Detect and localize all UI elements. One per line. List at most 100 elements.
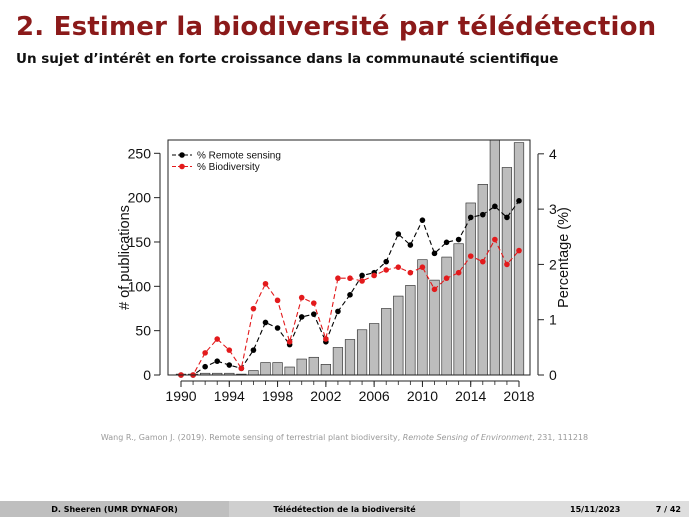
bar-2001	[308, 356, 319, 376]
series-0-point-2010	[419, 217, 426, 223]
citation: Wang R., Gamon J. (2019). Remote sensing…	[0, 433, 689, 442]
slide-subtitle: Un sujet d’intérêt en forte croissance d…	[16, 51, 559, 67]
bar-2016	[489, 139, 500, 376]
series-0-point-1994	[226, 362, 233, 368]
series-0-point-2001	[310, 311, 317, 317]
series-1-point-1996	[250, 305, 257, 312]
bar-2010	[417, 259, 428, 376]
series-1-point-2017	[504, 261, 510, 268]
series-1-point-2008	[395, 264, 402, 270]
legend-marker-0	[179, 152, 185, 158]
legend-marker-1	[179, 163, 185, 170]
series-0-point-2005	[359, 272, 365, 279]
chart-axes: 0 50 100 150 200 250 # of publications 0 1 2 3 4 Per…	[117, 139, 572, 404]
series-1-point-2005	[359, 278, 365, 284]
series-1-point-1993	[214, 336, 221, 342]
slide-title: 2. Estimer la biodiversité par télédétec…	[16, 12, 657, 42]
y2-tick-label-3: 3	[549, 201, 557, 217]
series-1-point-2016	[492, 236, 498, 243]
citation-journal: Remote Sensing of Environment	[402, 433, 533, 442]
y2-tick-label-1: 1	[549, 312, 557, 328]
x-tick-label-2: 1998	[262, 388, 293, 404]
series-0-point-1997	[262, 319, 269, 326]
y2-tick-label-0: 0	[549, 367, 557, 383]
series-1-point-2010	[419, 264, 426, 270]
x-tick-label-1: 1994	[214, 388, 245, 404]
series-1-point-1998	[274, 297, 281, 304]
series-1-point-2009	[407, 269, 414, 276]
x-tick-label-7: 2018	[503, 388, 534, 404]
y-tick-label-4: 200	[128, 190, 152, 206]
bar-2014	[465, 202, 476, 376]
bar-2013	[453, 243, 464, 376]
series-1-point-1994	[226, 347, 233, 353]
series-0-point-2000	[298, 314, 305, 320]
x-tick-label-5: 2010	[407, 388, 438, 404]
series-1-point-2001	[310, 300, 317, 306]
bar-2000	[296, 358, 307, 376]
x-tick-label-4: 2006	[359, 388, 390, 404]
y-tick-label-0: 0	[143, 367, 151, 383]
y2-axis-label: Percentage (%)	[556, 207, 572, 308]
bar-1996	[248, 370, 259, 376]
series-0-point-2018	[516, 198, 522, 204]
y-tick-label-5: 250	[128, 145, 152, 161]
series-1-point-2000	[298, 294, 305, 301]
bar-1999	[284, 366, 295, 376]
bar-2006	[369, 323, 380, 376]
legend-label-0: % Remote sensing	[197, 151, 281, 162]
series-0-point-2014	[467, 214, 474, 221]
footer-title: Télédétection de la biodiversité	[273, 504, 416, 514]
series-1-point-2013	[455, 269, 462, 276]
series-0-point-2012	[443, 239, 450, 246]
series-1-point-1995	[238, 365, 245, 372]
series-1-point-2006	[371, 272, 377, 279]
series-1-point-1992	[202, 350, 208, 356]
series-0-point-2016	[492, 203, 498, 210]
y-axis-label: # of publications	[117, 205, 133, 310]
series-0-point-1998	[274, 325, 281, 331]
series-1-point-1999	[286, 339, 293, 345]
series-1-point-2015	[479, 258, 486, 265]
footer-page-number: 7 / 42	[655, 504, 681, 514]
series-1-point-2014	[467, 253, 474, 259]
y2-tick-label-4: 4	[549, 146, 557, 162]
y-tick-label-2: 100	[128, 278, 152, 294]
series-0-point-1993	[214, 358, 221, 364]
bar-2018	[513, 142, 525, 376]
x-tick-label-6: 2014	[455, 388, 486, 404]
bar-1998	[272, 362, 283, 376]
publications-chart: 0 50 100 150 200 250 # of publications 0 1 2 3 4 Per…	[117, 139, 572, 404]
bar-2008	[393, 295, 404, 376]
series-0-point-1996	[250, 347, 257, 353]
bar-2011	[429, 279, 440, 376]
y-tick-label-3: 150	[128, 234, 152, 250]
legend-label-1: % Biodiversity	[197, 162, 260, 173]
bar-2002	[320, 364, 331, 376]
bar-2003	[332, 347, 344, 376]
series-0-point-2004	[347, 292, 353, 298]
footer-author: D. Sheeren (UMR DYNAFOR)	[51, 504, 178, 514]
series-1-point-2007	[383, 267, 390, 273]
series-0-point-2013	[455, 236, 462, 243]
bar-2007	[381, 308, 392, 376]
footer-date: 15/11/2023	[570, 504, 621, 514]
series-0-point-2003	[335, 308, 341, 315]
series-1-point-2018	[516, 247, 522, 254]
series-1-point-2012	[443, 275, 450, 282]
x-tick-label-3: 2002	[310, 388, 341, 404]
series-0-point-2015	[479, 211, 486, 218]
series-0-point-2017	[504, 214, 510, 221]
slide-footer: D. Sheeren (UMR DYNAFOR) Télédétection d…	[0, 501, 689, 517]
series-0-point-2011	[431, 250, 438, 257]
x-tick-label-0: 1990	[165, 388, 196, 404]
bar-2009	[405, 285, 416, 376]
series-lines	[178, 198, 522, 378]
bar-2012	[441, 256, 452, 376]
citation-prefix: Wang R., Gamon J. (2019). Remote sensing…	[100, 433, 401, 442]
plot-frame	[167, 139, 531, 376]
citation-suffix: , 231, 111218	[532, 433, 589, 442]
series-0-point-2008	[395, 231, 402, 237]
bar-2017	[501, 167, 513, 376]
series-0-point-1992	[202, 363, 208, 370]
